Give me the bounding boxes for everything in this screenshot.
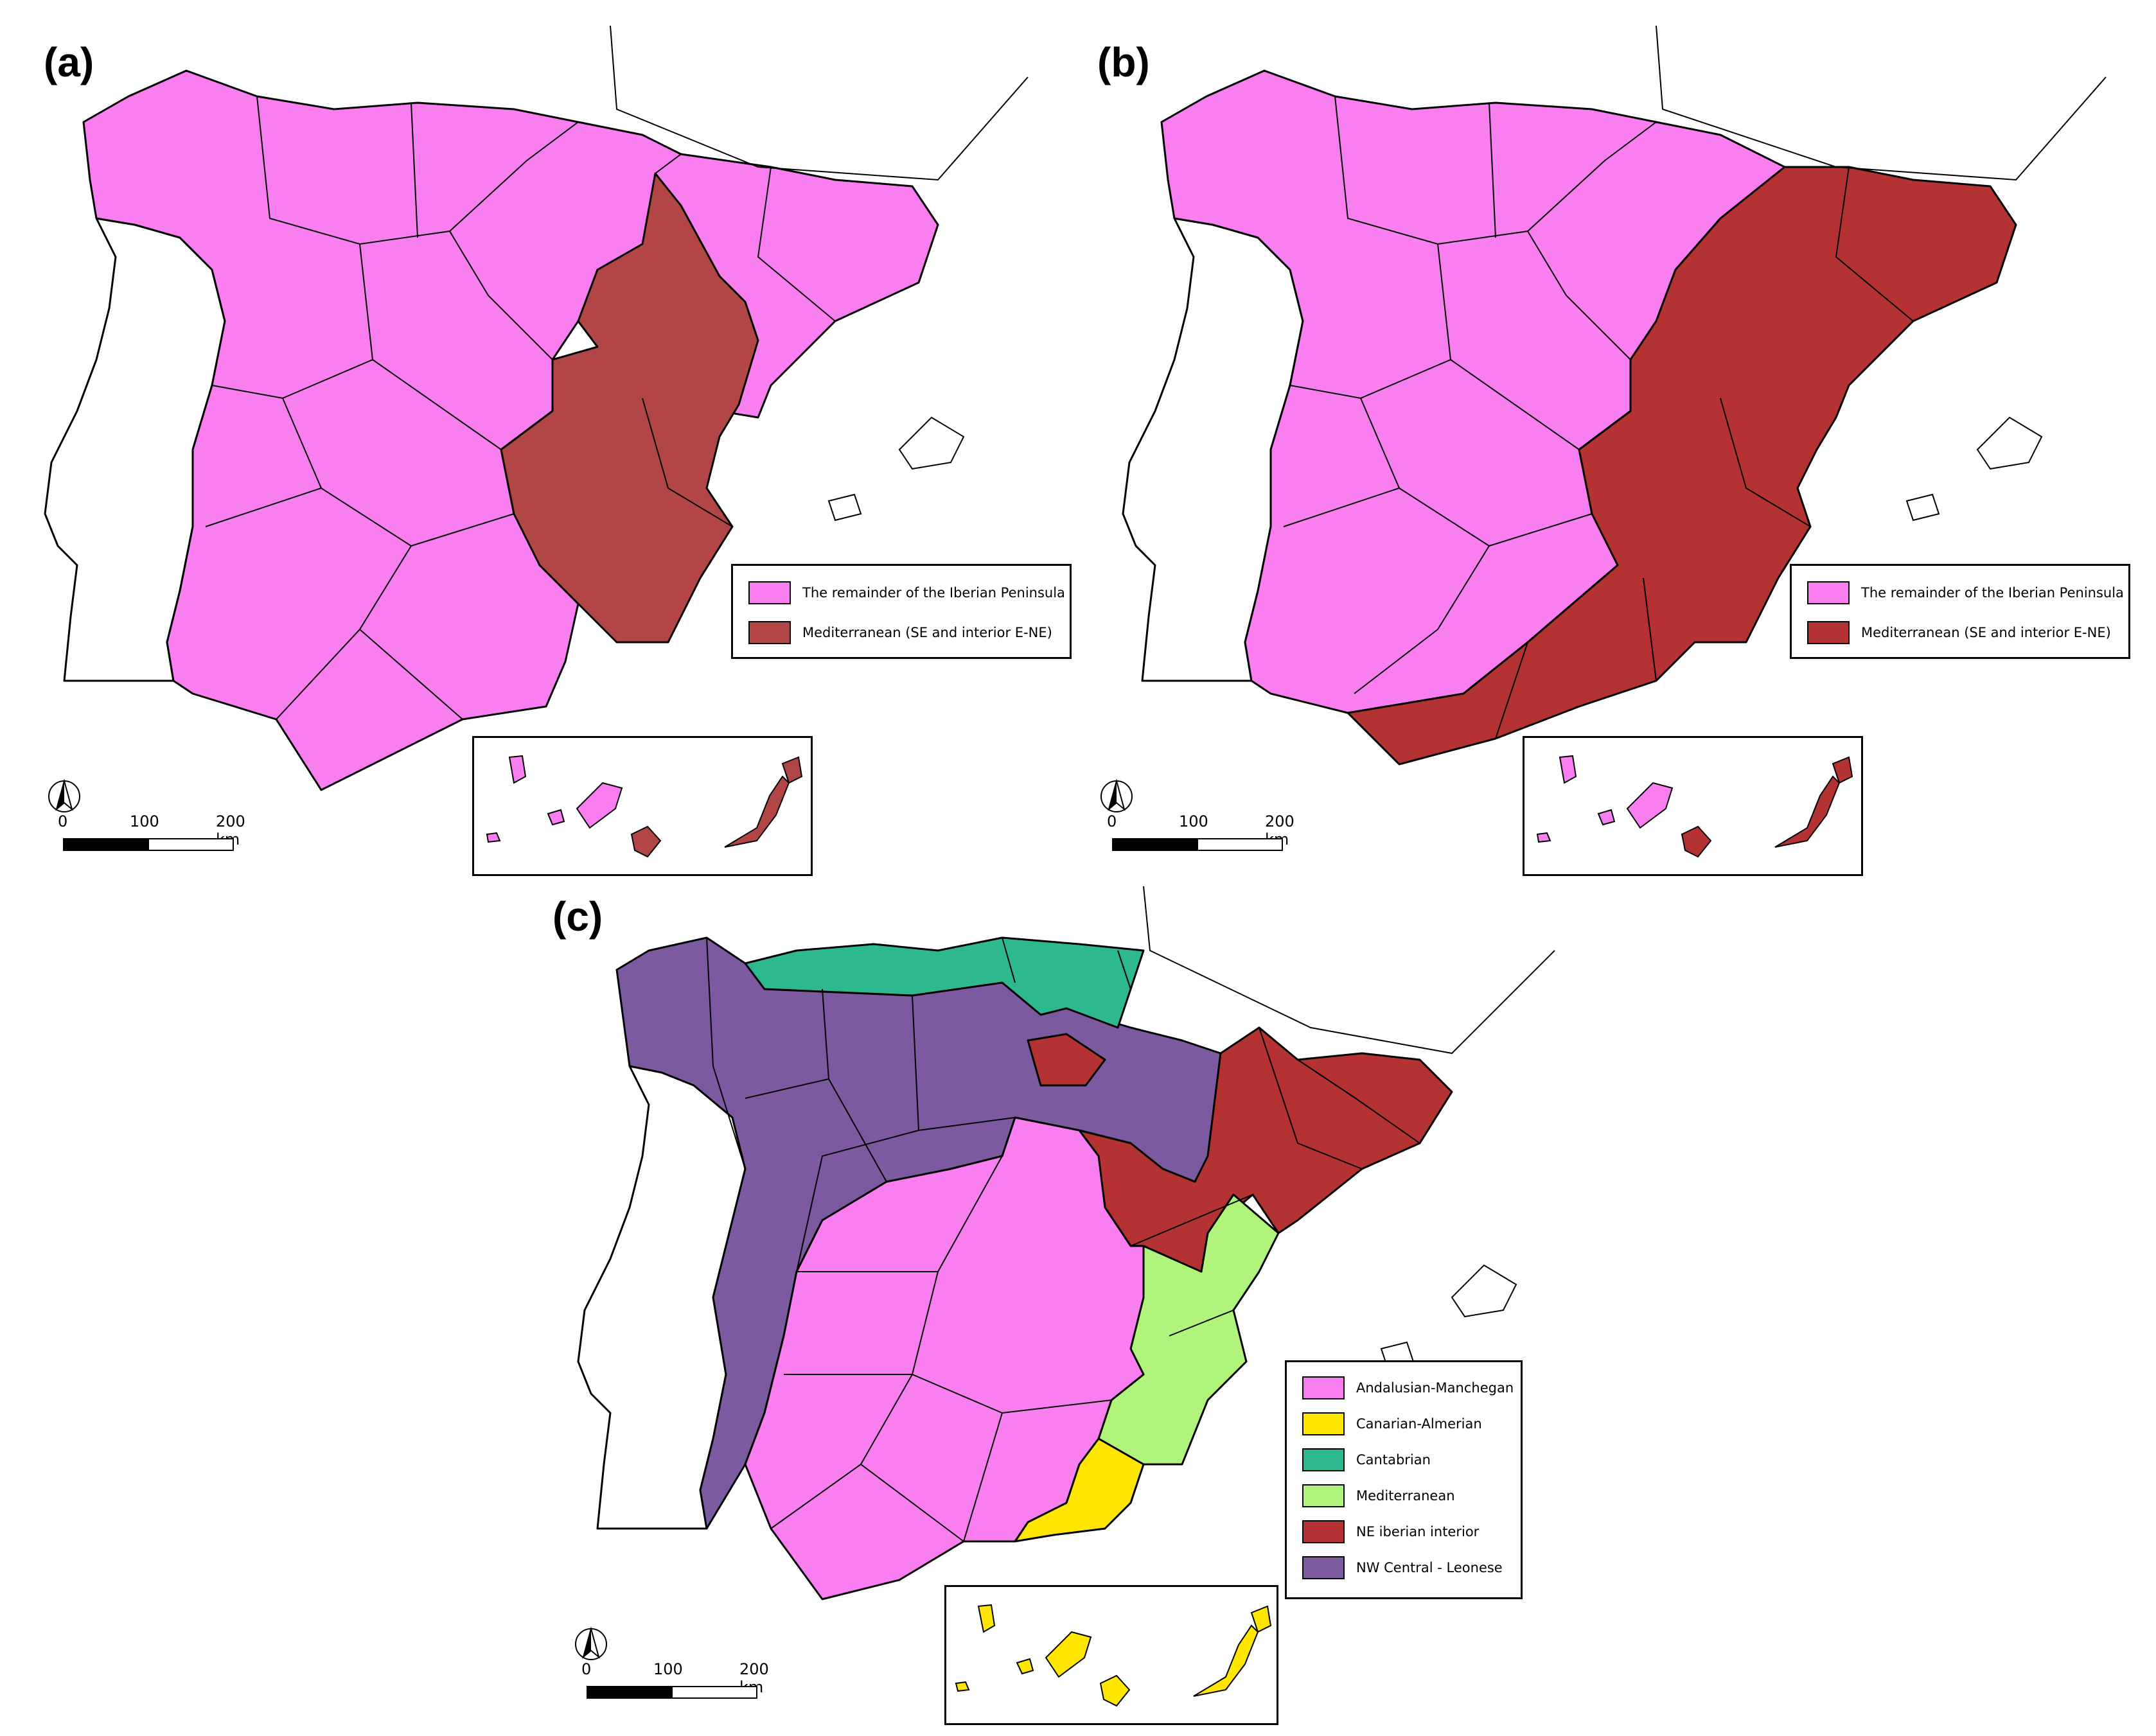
north-arrow-icon — [575, 1626, 607, 1660]
legend-item: NW Central - Leonese — [1302, 1555, 1503, 1581]
legend-swatch — [748, 621, 791, 644]
scale-tick-100: 100 — [130, 812, 159, 830]
peninsula-map — [1122, 25, 2107, 766]
legend-swatch — [1302, 1556, 1345, 1579]
north-arrow-icon — [48, 778, 80, 812]
legend-item-label: Mediterranean (SE and interior E-NE) — [1861, 625, 2111, 640]
legend-item-label: Canarian-Almerian — [1356, 1416, 1482, 1432]
legend-swatch — [748, 581, 791, 604]
scale-tick-200: 200 km — [216, 812, 245, 848]
legend-swatch — [1807, 581, 1850, 604]
scale-bar-white — [671, 1686, 757, 1699]
legend-swatch — [1302, 1376, 1345, 1399]
legend-swatch — [1807, 621, 1850, 644]
legend: The remainder of the Iberian Peninsula M… — [731, 564, 1072, 659]
canary-islands-map — [1536, 755, 1853, 858]
canary-islands-inset — [1523, 736, 1863, 876]
legend: The remainder of the Iberian Peninsula M… — [1790, 564, 2130, 659]
legend-item-label: The remainder of the Iberian Peninsula — [802, 585, 1065, 601]
legend-swatch — [1302, 1448, 1345, 1471]
legend-item-label: Mediterranean — [1356, 1488, 1455, 1504]
legend-item: Andalusian-Manchegan — [1302, 1375, 1514, 1401]
panel-label: (b) — [1097, 39, 1150, 85]
scale-bar-white — [1197, 838, 1283, 851]
legend-item: Mediterranean — [1302, 1483, 1455, 1509]
legend-item: Canarian-Almerian — [1302, 1411, 1482, 1437]
north-arrow-icon — [1100, 778, 1133, 812]
panel-a: (a) — [0, 0, 1078, 886]
scale-tick-0: 0 — [581, 1660, 592, 1678]
scale-tick-0: 0 — [1107, 812, 1117, 830]
peninsula-map — [577, 886, 1555, 1600]
scale-bar-black — [587, 1686, 673, 1699]
legend-item: Mediterranean (SE and interior E-NE) — [748, 620, 1052, 645]
legend-item: NE iberian interior — [1302, 1519, 1479, 1545]
scale-tick-100: 100 — [653, 1660, 683, 1678]
peninsula-map — [44, 25, 1029, 791]
legend-item-label: NE iberian interior — [1356, 1524, 1480, 1539]
scale-tick-0: 0 — [58, 812, 68, 830]
legend-item: Mediterranean (SE and interior E-NE) — [1807, 620, 2111, 645]
scale-bar: 0 100 200 km — [1107, 812, 1300, 857]
canary-islands-inset — [944, 1585, 1278, 1725]
panel-label: (c) — [552, 893, 603, 940]
scale-bar-black — [63, 838, 149, 851]
legend: Andalusian-Manchegan Canarian-Almerian C… — [1285, 1360, 1523, 1599]
legend-item-label: The remainder of the Iberian Peninsula — [1861, 585, 2124, 601]
scale-bar: 0 100 200 km — [58, 812, 251, 857]
legend-item: The remainder of the Iberian Peninsula — [1807, 580, 2124, 606]
canary-islands-map — [955, 1604, 1272, 1707]
legend-swatch — [1302, 1520, 1345, 1543]
legend-swatch — [1302, 1484, 1345, 1507]
panel-label: (a) — [44, 39, 94, 85]
scale-bar-white — [148, 838, 234, 851]
panel-c: (c) — [552, 886, 1735, 1736]
legend-swatch — [1302, 1412, 1345, 1435]
scale-bar-black — [1112, 838, 1198, 851]
canary-islands-map — [486, 755, 803, 858]
legend-item-label: Andalusian-Manchegan — [1356, 1380, 1514, 1396]
canary-islands-inset — [472, 736, 813, 876]
legend-item: The remainder of the Iberian Peninsula — [748, 580, 1065, 606]
scale-tick-100: 100 — [1179, 812, 1208, 830]
legend-item-label: NW Central - Leonese — [1356, 1560, 1503, 1575]
legend-item-label: Cantabrian — [1356, 1452, 1431, 1468]
legend-item-label: Mediterranean (SE and interior E-NE) — [802, 625, 1052, 640]
panel-b: (b) The remainder of the Iberian — [1078, 0, 2156, 886]
scale-bar: 0 100 200 km — [581, 1660, 774, 1705]
legend-item: Cantabrian — [1302, 1447, 1431, 1473]
